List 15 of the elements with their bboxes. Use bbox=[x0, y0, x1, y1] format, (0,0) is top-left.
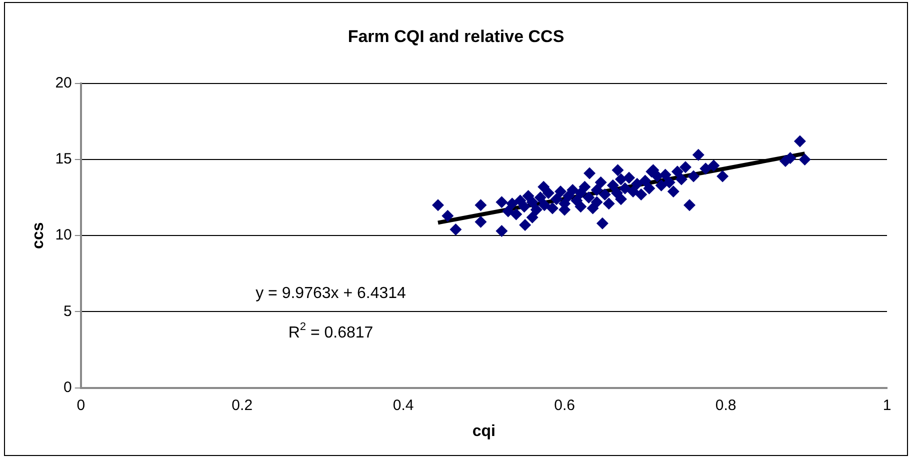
y-tick-label: 5 bbox=[64, 302, 72, 320]
x-tick-label: 0.8 bbox=[715, 396, 736, 414]
x-tick-label: 0.6 bbox=[554, 396, 575, 414]
y-tick-label: 10 bbox=[55, 226, 72, 244]
annotation: y = 9.9763x + 6.4314 bbox=[256, 284, 406, 302]
x-tick-label: 0.2 bbox=[232, 396, 253, 414]
y-tick-label: 0 bbox=[64, 378, 72, 396]
x-tick-label: 0.4 bbox=[392, 396, 414, 414]
x-axis-title: cqi bbox=[472, 422, 496, 440]
x-tick-label: 0 bbox=[76, 396, 86, 414]
y-axis-title: ccs bbox=[30, 222, 48, 249]
y-tick-label: 15 bbox=[55, 150, 72, 168]
x-tick-label: 1 bbox=[882, 396, 892, 414]
chart-title: Farm CQI and relative CCS bbox=[348, 26, 564, 46]
y-tick-label: 20 bbox=[55, 74, 72, 92]
